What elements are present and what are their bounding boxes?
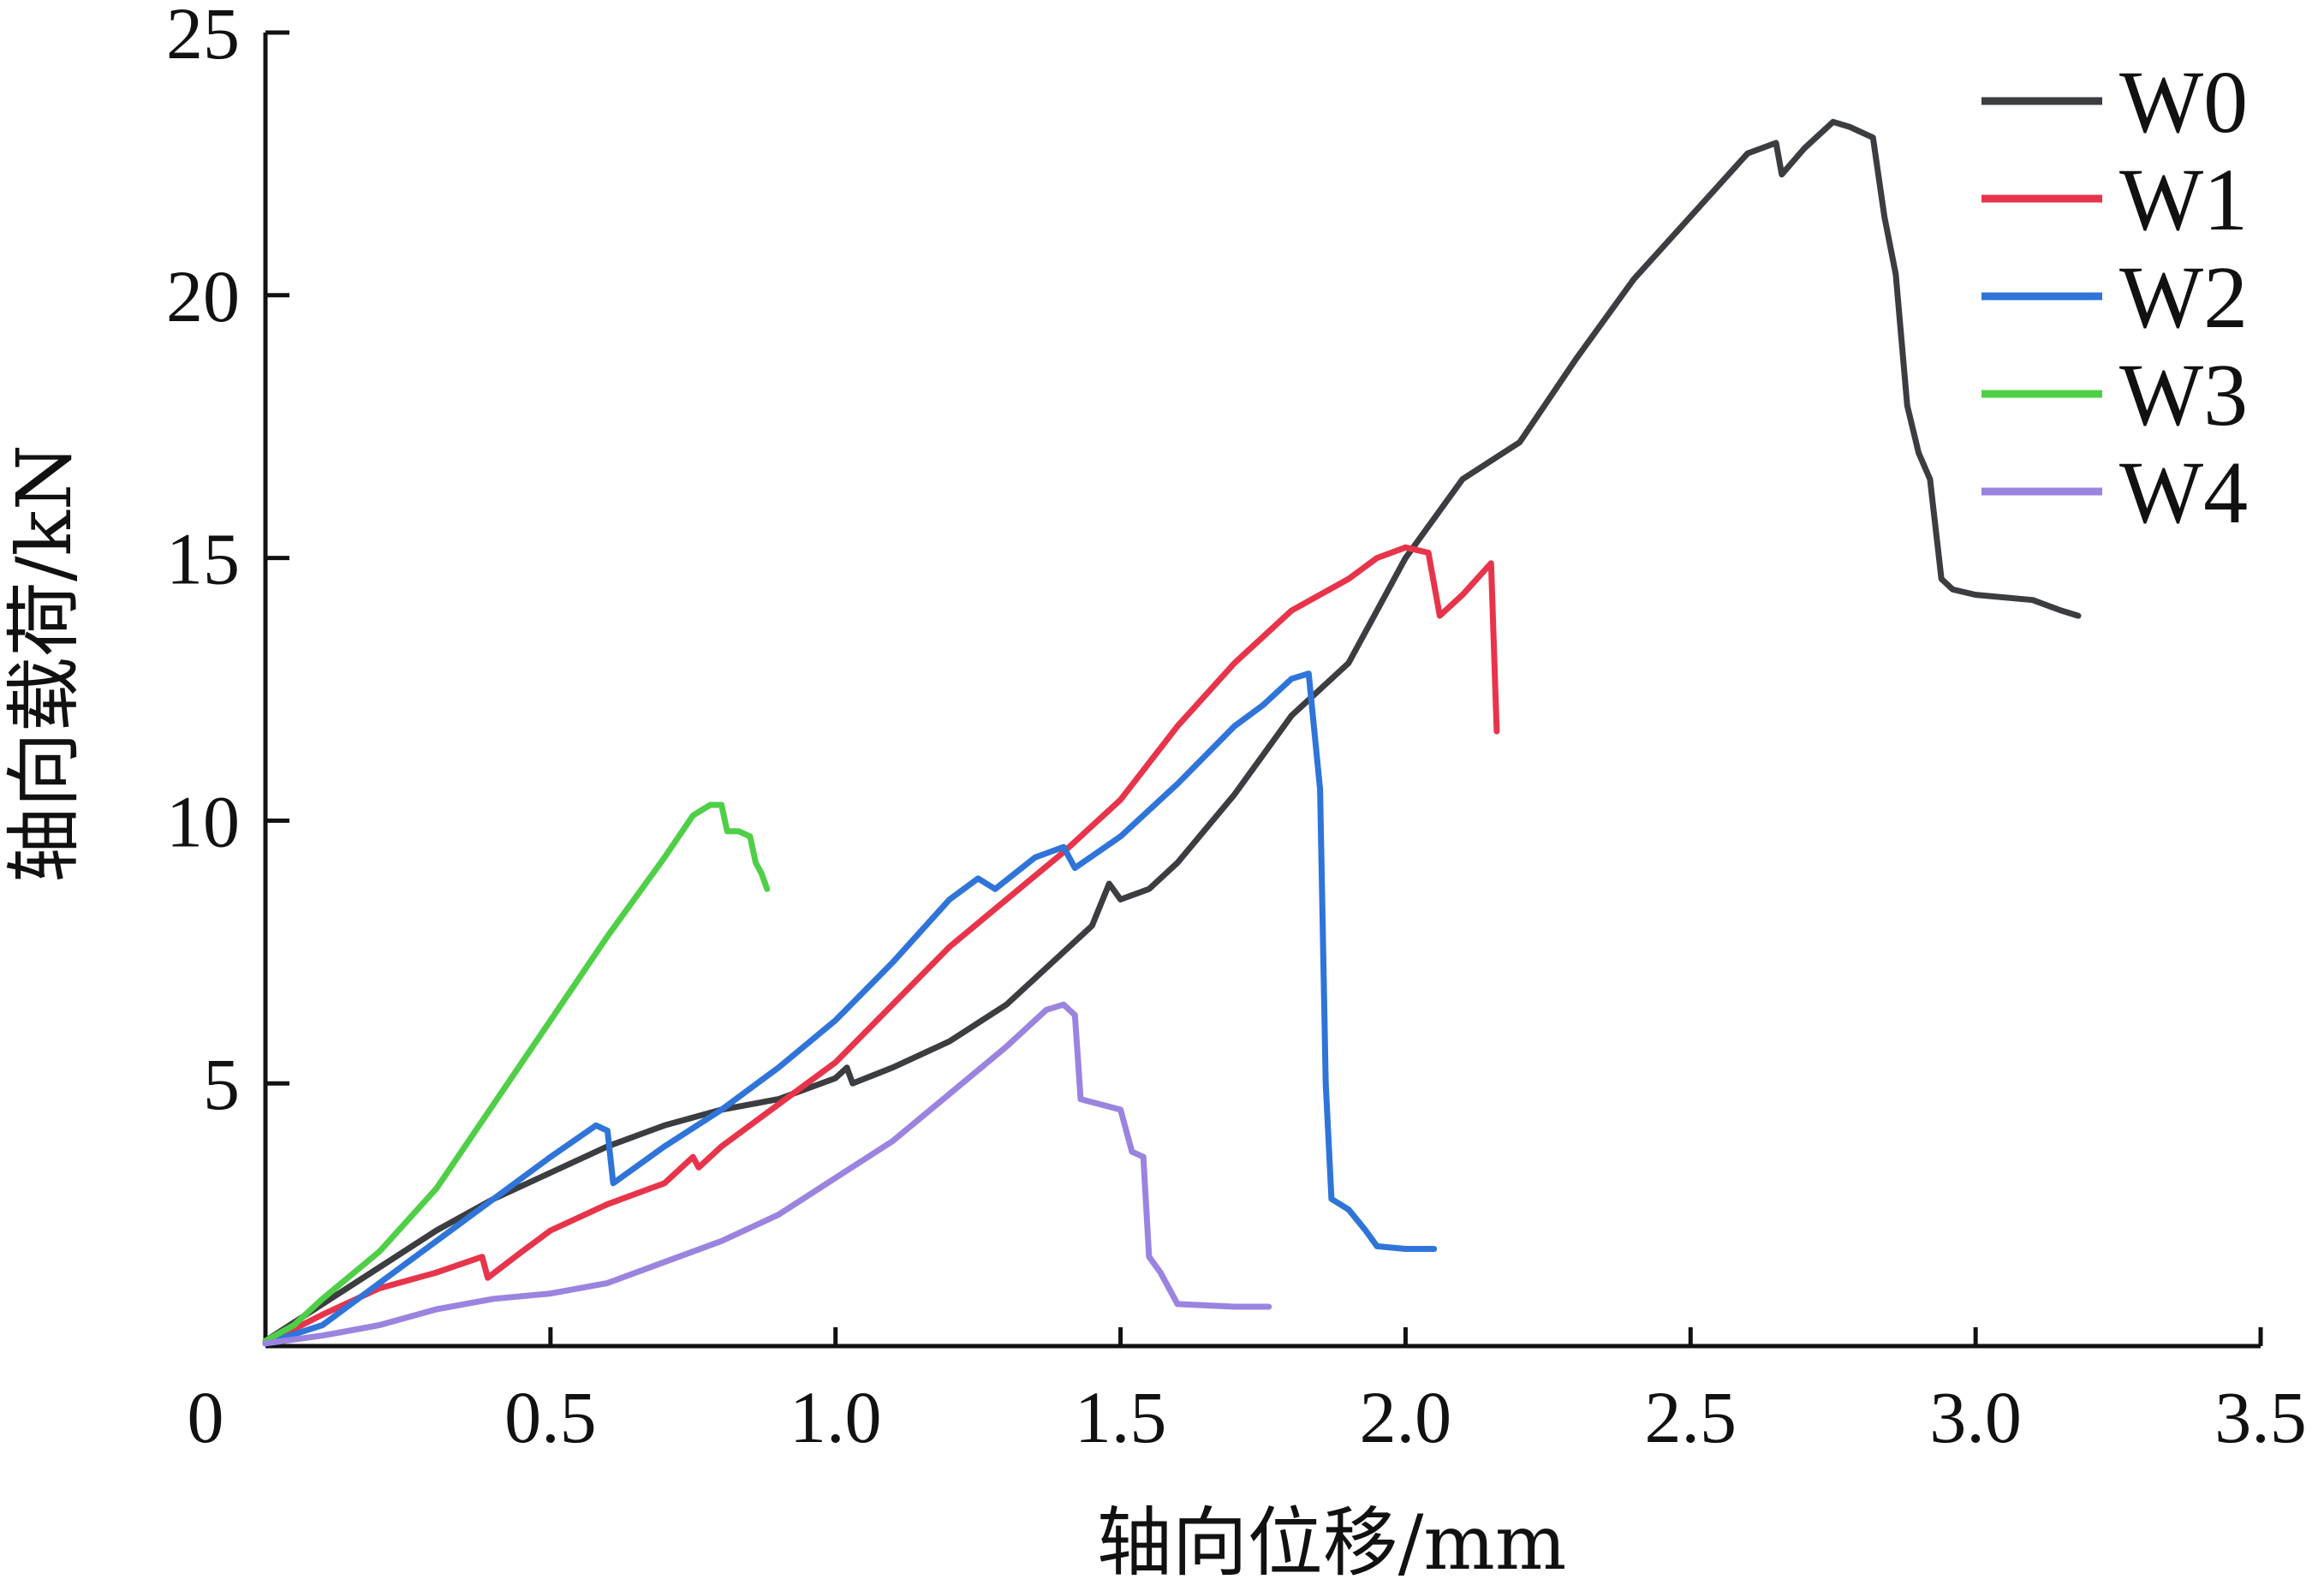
y-ticks: 5 10 15 20 25 (166, 0, 289, 1125)
plot-area: 0.5 1.0 1.5 2.0 2.5 3.0 3.5 5 10 15 20 25 (166, 0, 2307, 1458)
legend-label-w0: W0 (2119, 53, 2248, 152)
y-tick-label: 10 (166, 780, 240, 862)
series-line-w4 (262, 1001, 1272, 1347)
legend-label-w3: W3 (2119, 346, 2248, 444)
origin-tick-label: 0 (188, 1376, 224, 1458)
x-tick-label: 3.5 (2214, 1376, 2307, 1458)
x-tick-label: 3.0 (1929, 1376, 2022, 1458)
y-tick-label: 25 (166, 0, 240, 74)
y-tick-label: 5 (203, 1043, 240, 1125)
legend-label-w4: W4 (2119, 444, 2248, 542)
x-tick-label: 1.5 (1075, 1376, 1167, 1458)
x-tick-label: 0.5 (504, 1376, 597, 1458)
x-tick-label: 2.5 (1645, 1376, 1737, 1458)
y-axis-title: 轴向载荷/kN (0, 444, 88, 883)
y-tick-label: 15 (166, 518, 240, 600)
legend-label-w1: W1 (2119, 151, 2248, 249)
x-tick-label: 1.0 (790, 1376, 882, 1458)
series-line-w1 (262, 544, 1500, 1347)
series-line-w2 (262, 670, 1438, 1347)
series-layer (262, 118, 2082, 1347)
x-tick-label: 2.0 (1360, 1376, 1452, 1458)
series-line-w3 (262, 801, 771, 1344)
x-axis-title: 轴向位移/mm (1097, 1499, 1567, 1585)
y-tick-label: 20 (166, 255, 240, 337)
legend-label-w2: W2 (2119, 248, 2248, 347)
x-ticks: 0.5 1.0 1.5 2.0 2.5 3.0 3.5 (504, 1327, 2307, 1458)
